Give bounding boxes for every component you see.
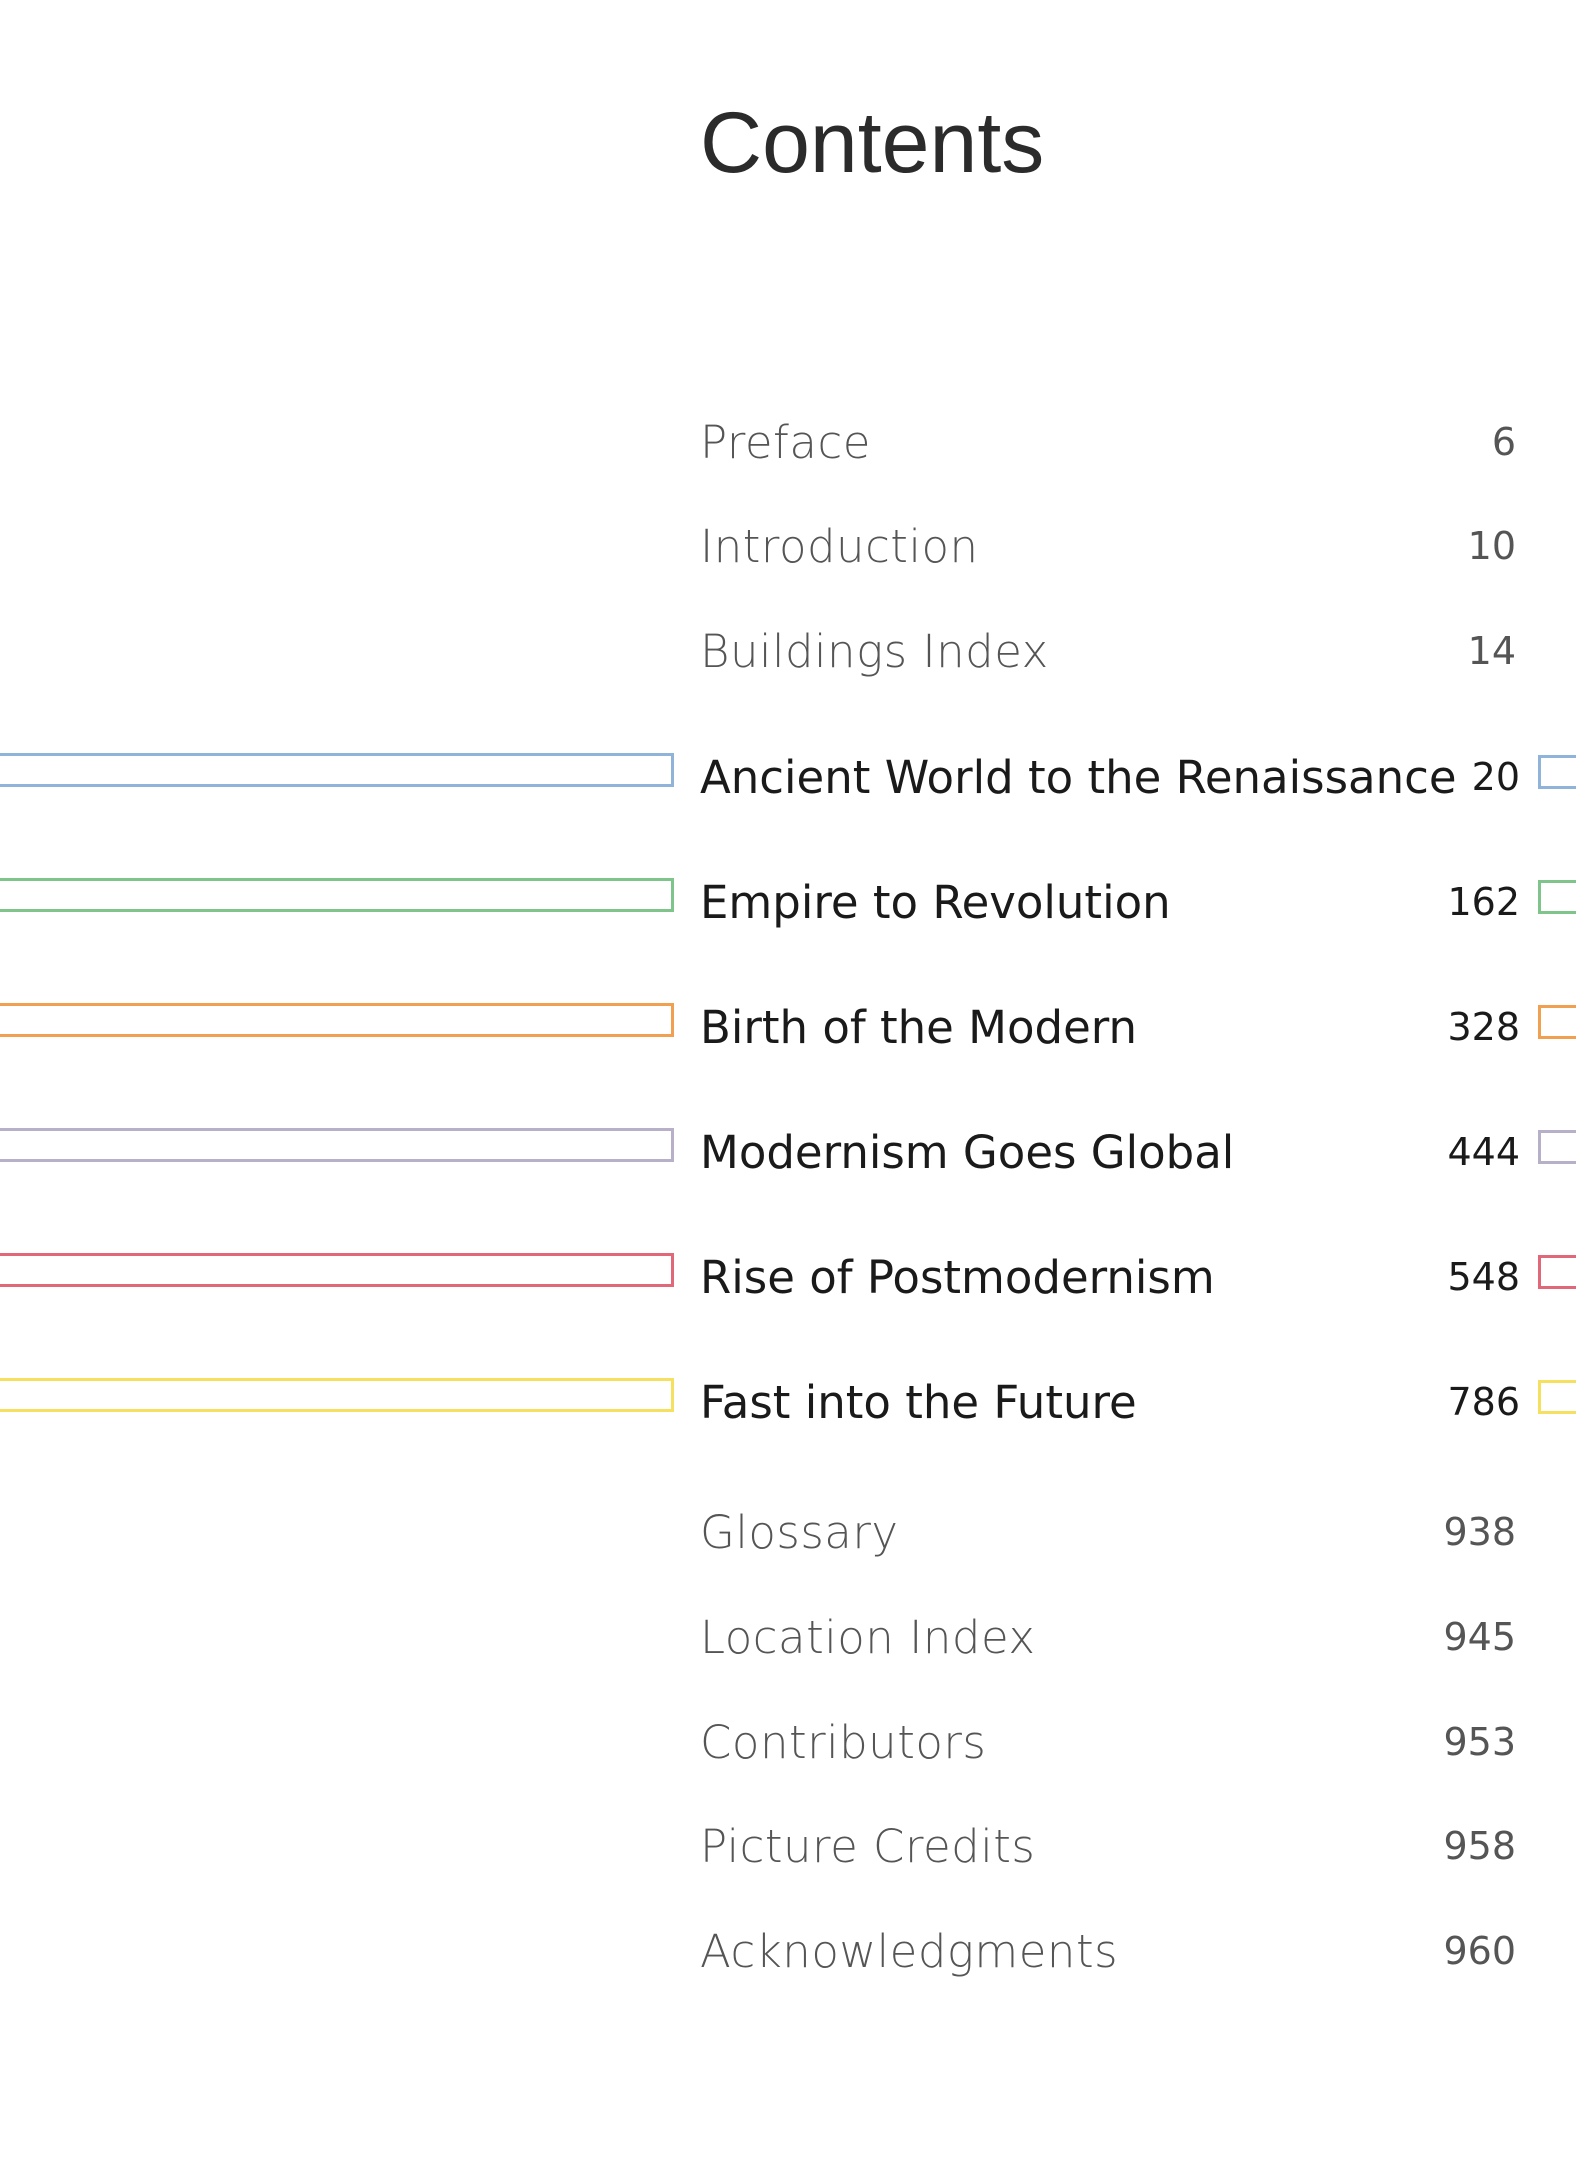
entry-title: Birth of the Modern xyxy=(700,1001,1138,1054)
entry-page-number: 444 xyxy=(1447,1130,1520,1174)
entry-page-number: 786 xyxy=(1447,1380,1520,1424)
entry-page-number: 945 xyxy=(1443,1615,1516,1659)
entry-page-number: 958 xyxy=(1443,1824,1516,1868)
chapter-color-bar xyxy=(0,878,674,912)
entry-title: Buildings Index xyxy=(700,625,1049,678)
page-title: Contents xyxy=(700,95,1045,191)
toc-entry-rise-of-postmodernism[interactable]: Rise of Postmodernism 548 xyxy=(0,1243,1576,1313)
chapter-color-bar xyxy=(0,1253,674,1287)
toc-entry-picture-credits[interactable]: Picture Credits 958 xyxy=(0,1812,1576,1882)
entry-page-number: 960 xyxy=(1443,1929,1516,1973)
toc-entry-buildings-index[interactable]: Buildings Index 14 xyxy=(0,617,1576,687)
toc-entry-location-index[interactable]: Location Index 945 xyxy=(0,1603,1576,1673)
toc-entry-birth-of-the-modern[interactable]: Birth of the Modern 328 xyxy=(0,993,1576,1063)
chapter-color-tab xyxy=(1538,1130,1576,1164)
chapter-color-bar xyxy=(0,1128,674,1162)
chapter-color-tab xyxy=(1538,1005,1576,1039)
chapter-color-bar xyxy=(0,1378,674,1412)
entry-title: Acknowledgments xyxy=(700,1925,1119,1978)
entry-page-number: 162 xyxy=(1447,880,1520,924)
entry-page-number: 6 xyxy=(1491,420,1516,464)
chapter-color-tab xyxy=(1538,880,1576,914)
entry-title: Introduction xyxy=(700,520,979,573)
entry-title: Rise of Postmodernism xyxy=(700,1251,1215,1304)
entry-title: Contributors xyxy=(700,1716,987,1769)
toc-entry-preface[interactable]: Preface 6 xyxy=(0,408,1576,478)
entry-page-number: 10 xyxy=(1467,524,1516,568)
entry-title: Modernism Goes Global xyxy=(700,1126,1235,1179)
entry-title: Empire to Revolution xyxy=(700,876,1171,929)
toc-entry-modernism-goes-global[interactable]: Modernism Goes Global 444 xyxy=(0,1118,1576,1188)
chapter-color-tab xyxy=(1538,755,1576,789)
entry-page-number: 548 xyxy=(1447,1255,1520,1299)
entry-page-number: 953 xyxy=(1443,1720,1516,1764)
entry-title: Ancient World to the Renaissance xyxy=(700,751,1457,804)
entry-page-number: 20 xyxy=(1471,755,1520,799)
chapter-color-tab xyxy=(1538,1255,1576,1289)
chapter-color-tab xyxy=(1538,1380,1576,1414)
entry-page-number: 14 xyxy=(1467,629,1516,673)
entry-title: Fast into the Future xyxy=(700,1376,1137,1429)
entry-page-number: 938 xyxy=(1443,1510,1516,1554)
entry-page-number: 328 xyxy=(1447,1005,1520,1049)
toc-entry-contributors[interactable]: Contributors 953 xyxy=(0,1708,1576,1778)
toc-entry-acknowledgments[interactable]: Acknowledgments 960 xyxy=(0,1917,1576,1987)
toc-entry-ancient-world[interactable]: Ancient World to the Renaissance 20 xyxy=(0,743,1576,813)
toc-entry-fast-into-the-future[interactable]: Fast into the Future 786 xyxy=(0,1368,1576,1438)
toc-entry-glossary[interactable]: Glossary 938 xyxy=(0,1498,1576,1568)
entry-title: Location Index xyxy=(700,1611,1036,1664)
chapter-color-bar xyxy=(0,1003,674,1037)
toc-entry-empire-to-revolution[interactable]: Empire to Revolution 162 xyxy=(0,868,1576,938)
entry-title: Preface xyxy=(700,416,871,469)
toc-entry-introduction[interactable]: Introduction 10 xyxy=(0,512,1576,582)
entry-title: Glossary xyxy=(700,1506,899,1559)
entry-title: Picture Credits xyxy=(700,1820,1036,1873)
chapter-color-bar xyxy=(0,753,674,787)
